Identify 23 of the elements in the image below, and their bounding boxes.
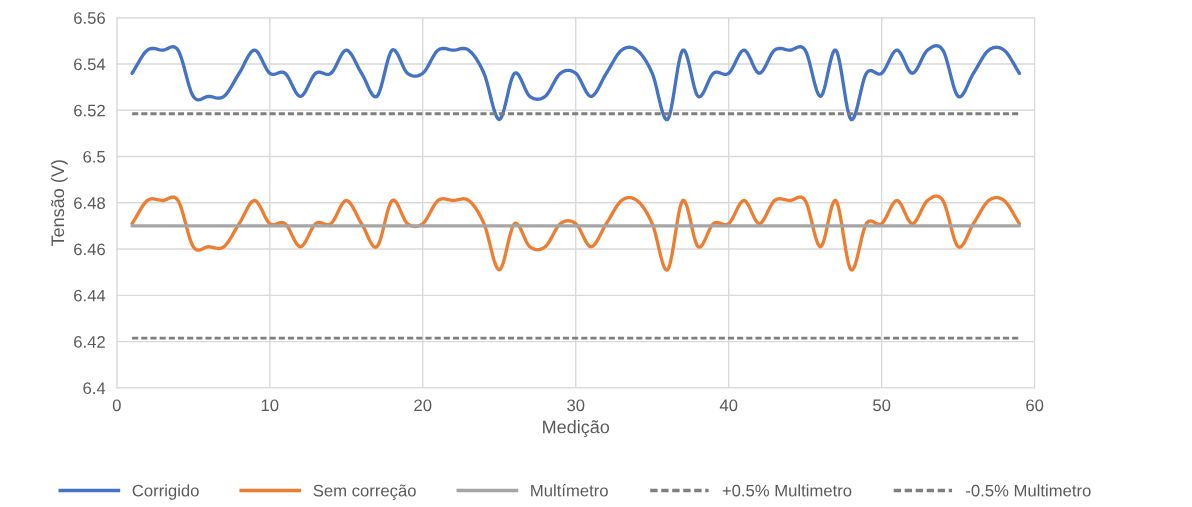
y-tick-label: 6.4 bbox=[83, 382, 106, 395]
x-tick-label: 20 bbox=[414, 399, 432, 412]
legend-label: +0.5% Multimetro bbox=[722, 484, 852, 497]
y-tick-label: 6.5 bbox=[83, 150, 106, 163]
x-tick-label: 30 bbox=[567, 399, 585, 412]
legend-label: -0.5% Multimetro bbox=[966, 484, 1091, 497]
x-tick-label: 60 bbox=[1026, 399, 1044, 412]
y-tick-label: 6.54 bbox=[74, 58, 106, 71]
y-tick-label: 6.48 bbox=[74, 197, 105, 209]
x-tick-label: 40 bbox=[719, 399, 738, 412]
y-tick-label: 6.42 bbox=[74, 335, 105, 348]
y-tick-label: 6.56 bbox=[74, 12, 105, 24]
x-tick-label: 0 bbox=[112, 399, 121, 412]
x-axis-title: Medição bbox=[543, 420, 610, 437]
y-axis-title: Tensão (V) bbox=[50, 160, 68, 247]
y-tick-label: 6.46 bbox=[74, 243, 105, 256]
y-tick-label: 6.52 bbox=[74, 104, 105, 117]
legend-label: Sem correção bbox=[313, 484, 416, 500]
legend-label: Corrigido bbox=[132, 484, 199, 500]
y-tick-label: 6.44 bbox=[74, 289, 106, 302]
x-tick-label: 50 bbox=[873, 399, 891, 412]
x-tick-label: 10 bbox=[261, 399, 279, 412]
legend-label: Multímetro bbox=[531, 484, 608, 497]
